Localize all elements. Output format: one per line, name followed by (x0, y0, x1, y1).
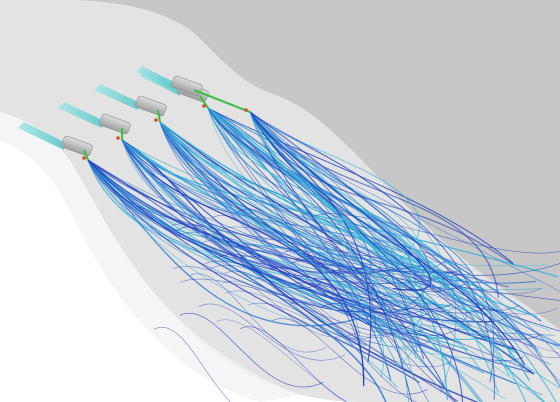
streamline (198, 303, 346, 361)
streamline (207, 107, 560, 292)
nozzle-fan (58, 102, 102, 128)
streamline (159, 121, 387, 310)
streamlines (87, 107, 560, 402)
streamline (224, 270, 398, 339)
streamline (239, 326, 348, 402)
jet-hotspot (244, 108, 248, 112)
streamline (249, 111, 432, 291)
streamline (180, 278, 418, 314)
streamline (249, 111, 418, 353)
streamline (121, 139, 532, 372)
streamline (178, 231, 397, 274)
jet-hotspot (154, 118, 158, 122)
streamline (87, 159, 460, 284)
streamline (159, 121, 488, 315)
streamline (172, 266, 426, 335)
streamline (287, 282, 543, 341)
jet-core (193, 88, 251, 114)
streamline (153, 326, 231, 402)
streamline (121, 139, 479, 402)
streamline (290, 301, 418, 402)
streamline (324, 240, 520, 311)
streamline (181, 224, 368, 273)
streamline (121, 139, 434, 350)
streamline (283, 250, 509, 323)
streamline (159, 121, 450, 393)
streamline (177, 226, 322, 290)
streamline (87, 159, 411, 308)
streamline (249, 111, 537, 348)
streamline (121, 139, 552, 365)
streamline (211, 215, 344, 274)
streamline (233, 244, 486, 314)
jet-core (199, 95, 209, 109)
streamline (202, 240, 375, 340)
jet-core (156, 109, 162, 123)
nozzle-fan (136, 66, 174, 90)
streamline (249, 111, 560, 383)
streamline (188, 273, 327, 353)
streamline (207, 107, 514, 264)
streamline (171, 223, 430, 318)
streamline (249, 111, 495, 400)
streamline (218, 254, 453, 310)
wall-shade (0, 112, 300, 402)
streamline (249, 111, 410, 402)
streamline (249, 111, 527, 402)
streamline (207, 107, 372, 295)
streamline (207, 107, 442, 293)
streamline (204, 260, 427, 315)
streamline (207, 107, 392, 381)
streamline (243, 250, 448, 291)
streamline (334, 292, 560, 354)
streamline (87, 159, 555, 336)
streamline (224, 290, 430, 348)
streamline (238, 208, 365, 272)
nozzle-fan (18, 122, 64, 150)
streamline (272, 318, 428, 395)
streamline (121, 139, 365, 386)
streamline (159, 121, 376, 328)
streamline (222, 226, 541, 295)
streamline (210, 264, 390, 302)
streamline (87, 159, 420, 384)
streamline (321, 302, 461, 336)
streamline (207, 107, 539, 351)
streamline (216, 319, 348, 402)
streamline (179, 312, 324, 388)
streamline (159, 121, 534, 375)
streamline (249, 111, 372, 363)
streamline (121, 139, 414, 376)
streamline (87, 159, 458, 402)
streamline (121, 139, 411, 311)
streamline (337, 269, 560, 358)
streamline (312, 213, 560, 254)
streamline (254, 276, 401, 336)
streamline (207, 107, 412, 402)
jet-hotspot (116, 136, 120, 140)
jet-hotspot (202, 104, 206, 108)
streamline (207, 107, 455, 402)
streamline (222, 280, 360, 338)
streamline (292, 258, 466, 292)
upper-surface (60, 0, 560, 330)
streamline (249, 111, 422, 365)
streamline (249, 111, 526, 366)
injector-array (18, 66, 251, 161)
streamline (121, 139, 520, 355)
streamline (207, 107, 547, 267)
streamline (87, 159, 387, 402)
streamline (159, 121, 473, 273)
streamline (249, 111, 514, 265)
streamline (269, 266, 413, 331)
streamline (159, 121, 537, 284)
streamline (291, 260, 558, 315)
jet-hotspot (82, 156, 86, 160)
streamline (159, 121, 517, 385)
streamline (247, 302, 452, 368)
streamline (207, 107, 560, 332)
jet-core (82, 149, 90, 161)
nozzle-fan (94, 84, 138, 110)
